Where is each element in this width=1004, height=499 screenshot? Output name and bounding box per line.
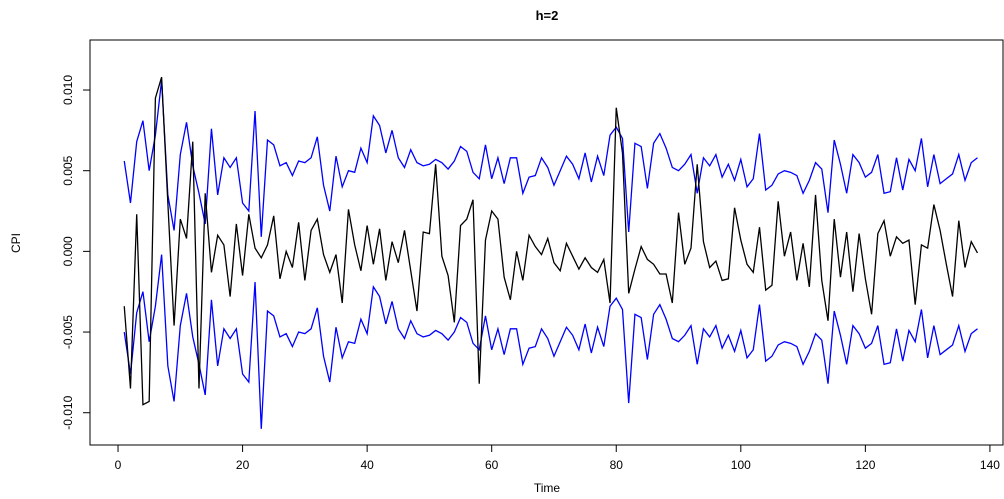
y-tick-label: -0.005 — [61, 315, 75, 349]
plot-frame — [89, 39, 1004, 446]
x-tick-label: 80 — [610, 458, 624, 472]
x-tick-label: 20 — [236, 458, 250, 472]
x-tick-label: 40 — [360, 458, 374, 472]
x-tick-label: 60 — [485, 458, 499, 472]
series-line — [123, 76, 979, 406]
y-tick-label: -0.010 — [61, 395, 75, 429]
x-tick-label: 120 — [855, 458, 875, 472]
x-axis-label: Time — [534, 481, 561, 495]
y-tick-label: 0.010 — [61, 75, 75, 105]
series-line — [123, 254, 978, 429]
x-tick-label: 140 — [980, 458, 1000, 472]
y-axis-label: CPI — [9, 233, 23, 253]
y-tick-label: 0.000 — [61, 236, 75, 266]
x-tick-label: 100 — [731, 458, 751, 472]
chart-title: h=2 — [536, 8, 559, 23]
x-tick-label: 0 — [115, 458, 122, 472]
series-line — [123, 80, 978, 237]
y-tick-label: 0.005 — [61, 155, 75, 185]
